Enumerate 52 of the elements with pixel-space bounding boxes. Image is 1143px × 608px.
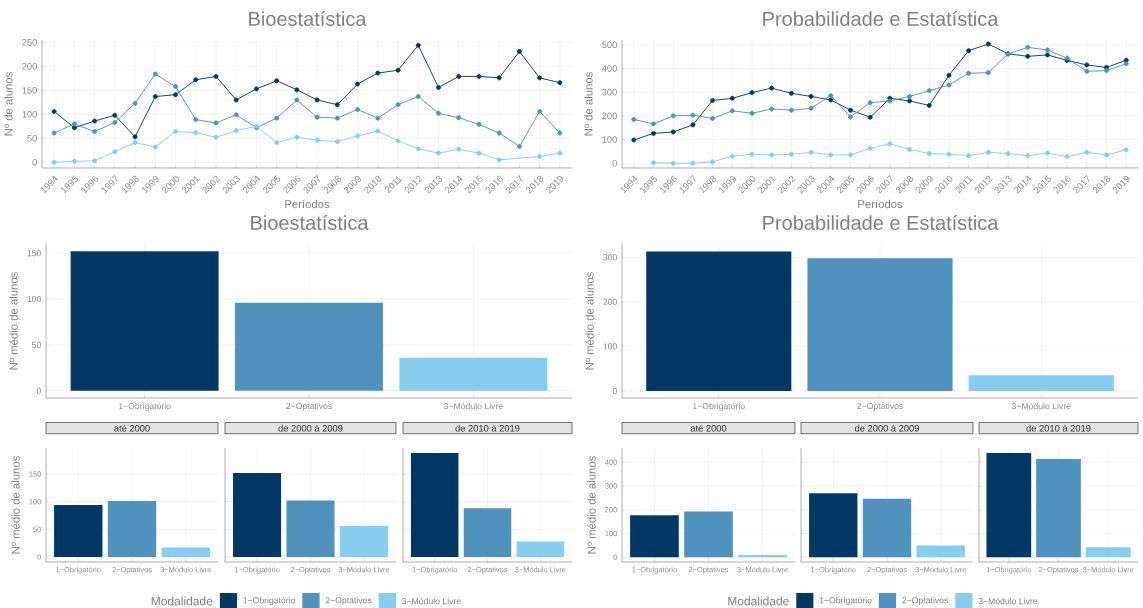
y-tick-label: 100	[603, 343, 617, 350]
x-tick-label: 2−Optativos	[857, 402, 903, 411]
chart-title: Bioestatística	[251, 215, 369, 230]
y-tick-label: 200	[603, 298, 617, 305]
y-tick-label: 0	[36, 387, 41, 394]
legend-label: 2−Optativos	[325, 596, 372, 606]
chart-title: Probabilidade e Estatística	[763, 11, 999, 26]
y-tick-label: 50	[27, 134, 37, 142]
chart-title: até 2000	[114, 424, 150, 432]
y-tick-label: 150	[22, 87, 37, 94]
legend-label: 1−Obrigatório	[243, 596, 296, 606]
y-tick-label: 0	[612, 387, 617, 394]
chart-title: de 2010 à 2019	[1026, 424, 1091, 432]
x-tick-label: 1−Obrigatório	[693, 402, 745, 411]
y-axis-title: Nº de alunos	[4, 72, 13, 136]
y-tick-label: 200	[602, 112, 617, 120]
legend-title: Modalidade	[728, 596, 789, 606]
y-axis-title: Nº médio de alunos	[11, 456, 20, 554]
x-axis-title: Períodos	[858, 199, 903, 209]
y-tick-label: 400	[601, 65, 617, 72]
y-axis-title: Nº médio de alunos	[585, 272, 594, 370]
y-axis-title: Nº médio de alunos	[9, 272, 18, 370]
y-tick-label: 300	[602, 88, 617, 96]
y-tick-label: 0	[612, 159, 617, 167]
chart-title: até 2000	[690, 424, 727, 432]
y-tick-label: 150	[27, 250, 41, 257]
x-tick-label: 2−Optativos	[286, 402, 332, 411]
y-tick-label: 100	[22, 111, 37, 118]
y-axis-title: Nº de alunos	[584, 72, 593, 136]
y-tick-label: 200	[22, 63, 37, 70]
x-tick-label: 3−Módulo Livre	[443, 402, 503, 410]
y-tick-label: 250	[22, 39, 37, 46]
chart-title: Bioestatística	[249, 11, 367, 26]
y-tick-label: 0	[32, 158, 37, 166]
x-tick-label: 1−Obrigatório	[118, 402, 171, 411]
legend-label: 3−Módulo Livre	[978, 597, 1038, 605]
chart-title: de 2000 à 2009	[854, 424, 919, 432]
legend-label: 3−Módulo Livre	[402, 597, 461, 605]
y-tick-label: 100	[27, 295, 41, 303]
y-tick-label: 50	[32, 341, 41, 348]
x-tick-label: 3−Módulo Livre	[1011, 402, 1071, 410]
y-tick-label: 100	[602, 136, 617, 143]
y-tick-label: 500	[602, 41, 617, 49]
y-axis-title: Nº médio de alunos	[587, 456, 596, 554]
legend-title: Modalidade	[151, 596, 213, 606]
chart-title: Probabilidade e Estatística	[763, 215, 999, 230]
legend-label: 1−Obrigatório	[819, 596, 872, 606]
chart-title: de 2010 à 2019	[455, 424, 520, 432]
legend-label: 2−Optativos	[902, 596, 948, 606]
y-tick-label: 300	[603, 254, 617, 261]
x-axis-title: Períodos	[285, 199, 330, 209]
chart-title: de 2000 à 2009	[278, 424, 343, 432]
